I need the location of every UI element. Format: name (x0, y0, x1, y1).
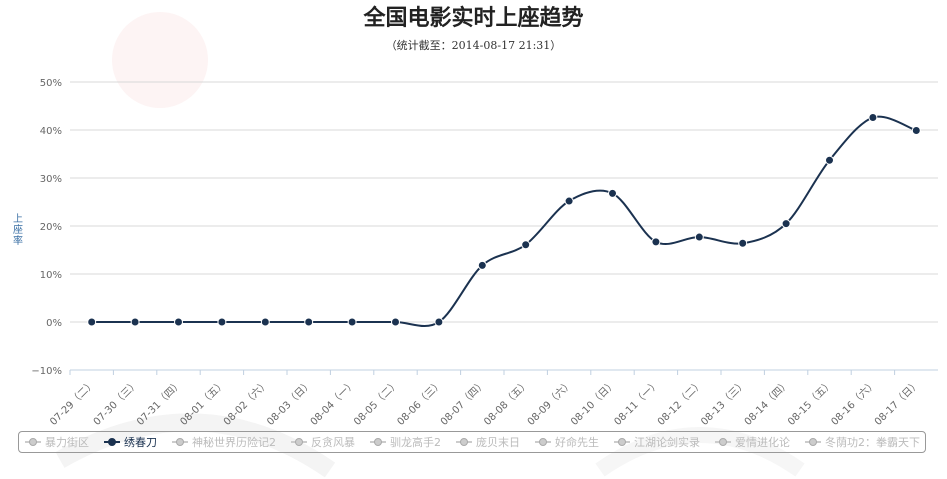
data-point (477, 260, 487, 270)
x-tick-layer: 07-29（二）07-30（三）07-31（四）08-01（五）08-02（六）… (48, 370, 922, 428)
legend-marker-icon (614, 437, 630, 447)
x-tick-label: 08-07（四） (438, 378, 488, 428)
data-point (825, 155, 834, 165)
y-axis-label: 上座率 (13, 214, 23, 247)
legend-item[interactable]: 暴力街区 (25, 434, 89, 450)
data-point (434, 317, 444, 327)
y-tick-layer: −10% 0% 10% 20% 30% 40% 50% (31, 78, 62, 377)
legend-label: 驯龙高手2 (390, 436, 441, 449)
x-tick-label: 08-01（五） (178, 378, 228, 428)
data-point (217, 317, 227, 327)
data-point (564, 196, 574, 206)
data-point (260, 317, 270, 327)
data-point (651, 237, 661, 247)
legend-label: 庞贝末日 (476, 436, 520, 449)
data-point (304, 317, 314, 327)
data-point (911, 125, 921, 135)
y-tick-label: −10% (31, 366, 62, 377)
data-point (868, 113, 878, 123)
legend-item[interactable]: 爱情进化论 (715, 434, 790, 450)
data-point (174, 317, 183, 327)
data-point (694, 232, 704, 242)
series-layer (87, 113, 921, 327)
legend-item[interactable]: 神秘世界历险记2 (172, 434, 276, 450)
legend: 暴力街区 绣春刀 神秘世界历险记2 反贪风暴 驯龙高手2 庞贝末日 好命先生 江湖论剑实录 爱情… (18, 431, 926, 453)
x-tick-label: 08-04（一） (308, 378, 358, 428)
chart-title: 全国电影实时上座趋势 (363, 5, 584, 31)
x-tick-label: 08-16（六） (829, 378, 879, 428)
legend-item[interactable]: 好命先生 (535, 434, 599, 450)
x-tick-label: 07-30（三） (91, 378, 141, 428)
x-tick-label: 08-11（一） (612, 378, 662, 428)
data-point (391, 317, 400, 327)
legend-marker-icon (104, 437, 120, 447)
line-chart: −10% 0% 10% 20% 30% 40% 50% 07-29（二）07-30（三）07… (31, 78, 938, 428)
chart-subtitle: （统计截至：2014-08-17 21:31） (385, 39, 562, 52)
legend-label: 绣春刀 (124, 436, 157, 449)
x-tick-label: 08-06（三） (395, 378, 445, 428)
data-point (347, 317, 357, 327)
x-tick-label: 08-15（五） (785, 378, 835, 428)
legend-label: 暴力街区 (45, 436, 89, 449)
x-tick-label: 08-12（二） (655, 378, 705, 428)
legend-label: 神秘世界历险记2 (192, 436, 276, 449)
x-tick-label: 08-02（六） (221, 378, 271, 428)
legend-item[interactable]: 驯龙高手2 (370, 434, 441, 450)
x-tick-label: 08-10（日） (568, 378, 618, 428)
legend-marker-icon (535, 437, 551, 447)
y-tick-label: 0% (46, 318, 62, 329)
legend-marker-icon (172, 437, 188, 447)
data-point (781, 219, 791, 229)
y-tick-label: 10% (40, 270, 62, 281)
legend-item[interactable]: 绣春刀 (104, 434, 157, 450)
legend-item[interactable]: 江湖论剑实录 (614, 434, 700, 450)
legend-marker-icon (715, 437, 731, 447)
legend-marker-icon (291, 437, 307, 447)
y-tick-label: 20% (40, 222, 62, 233)
data-point (87, 317, 97, 327)
legend-marker-icon (370, 437, 386, 447)
x-tick-label: 07-29（二） (48, 378, 98, 428)
legend-marker-icon (805, 437, 821, 447)
x-tick-label: 08-13（三） (699, 378, 749, 428)
x-tick-label: 08-05（二） (351, 378, 401, 428)
legend-label: 冬荫功2：拳霸天下 (825, 436, 920, 449)
legend-item[interactable]: 冬荫功2：拳霸天下 (805, 434, 920, 450)
legend-label: 爱情进化论 (735, 436, 790, 449)
legend-label: 反贪风暴 (311, 436, 355, 449)
x-tick-label: 08-09（六） (525, 378, 575, 428)
series-line (91, 115, 917, 327)
legend-item[interactable]: 反贪风暴 (291, 434, 355, 450)
data-point (738, 238, 748, 248)
legend-label: 江湖论剑实录 (634, 436, 700, 449)
x-tick-label: 08-17（日） (872, 378, 922, 428)
legend-marker-icon (25, 437, 41, 447)
y-tick-label: 30% (40, 174, 62, 185)
legend-item[interactable]: 庞贝末日 (456, 434, 520, 450)
x-tick-label: 07-31（四） (134, 378, 184, 428)
grid-layer (70, 81, 938, 371)
data-point (608, 188, 617, 198)
x-tick-label: 08-14（四） (742, 378, 792, 428)
y-tick-label: 50% (40, 78, 62, 89)
x-tick-label: 08-08（五） (482, 378, 532, 428)
legend-marker-icon (456, 437, 472, 447)
data-point (521, 240, 531, 250)
legend-label: 好命先生 (555, 436, 599, 449)
data-point (130, 317, 140, 327)
x-tick-label: 08-03（日） (265, 378, 315, 428)
y-tick-label: 40% (40, 126, 62, 137)
